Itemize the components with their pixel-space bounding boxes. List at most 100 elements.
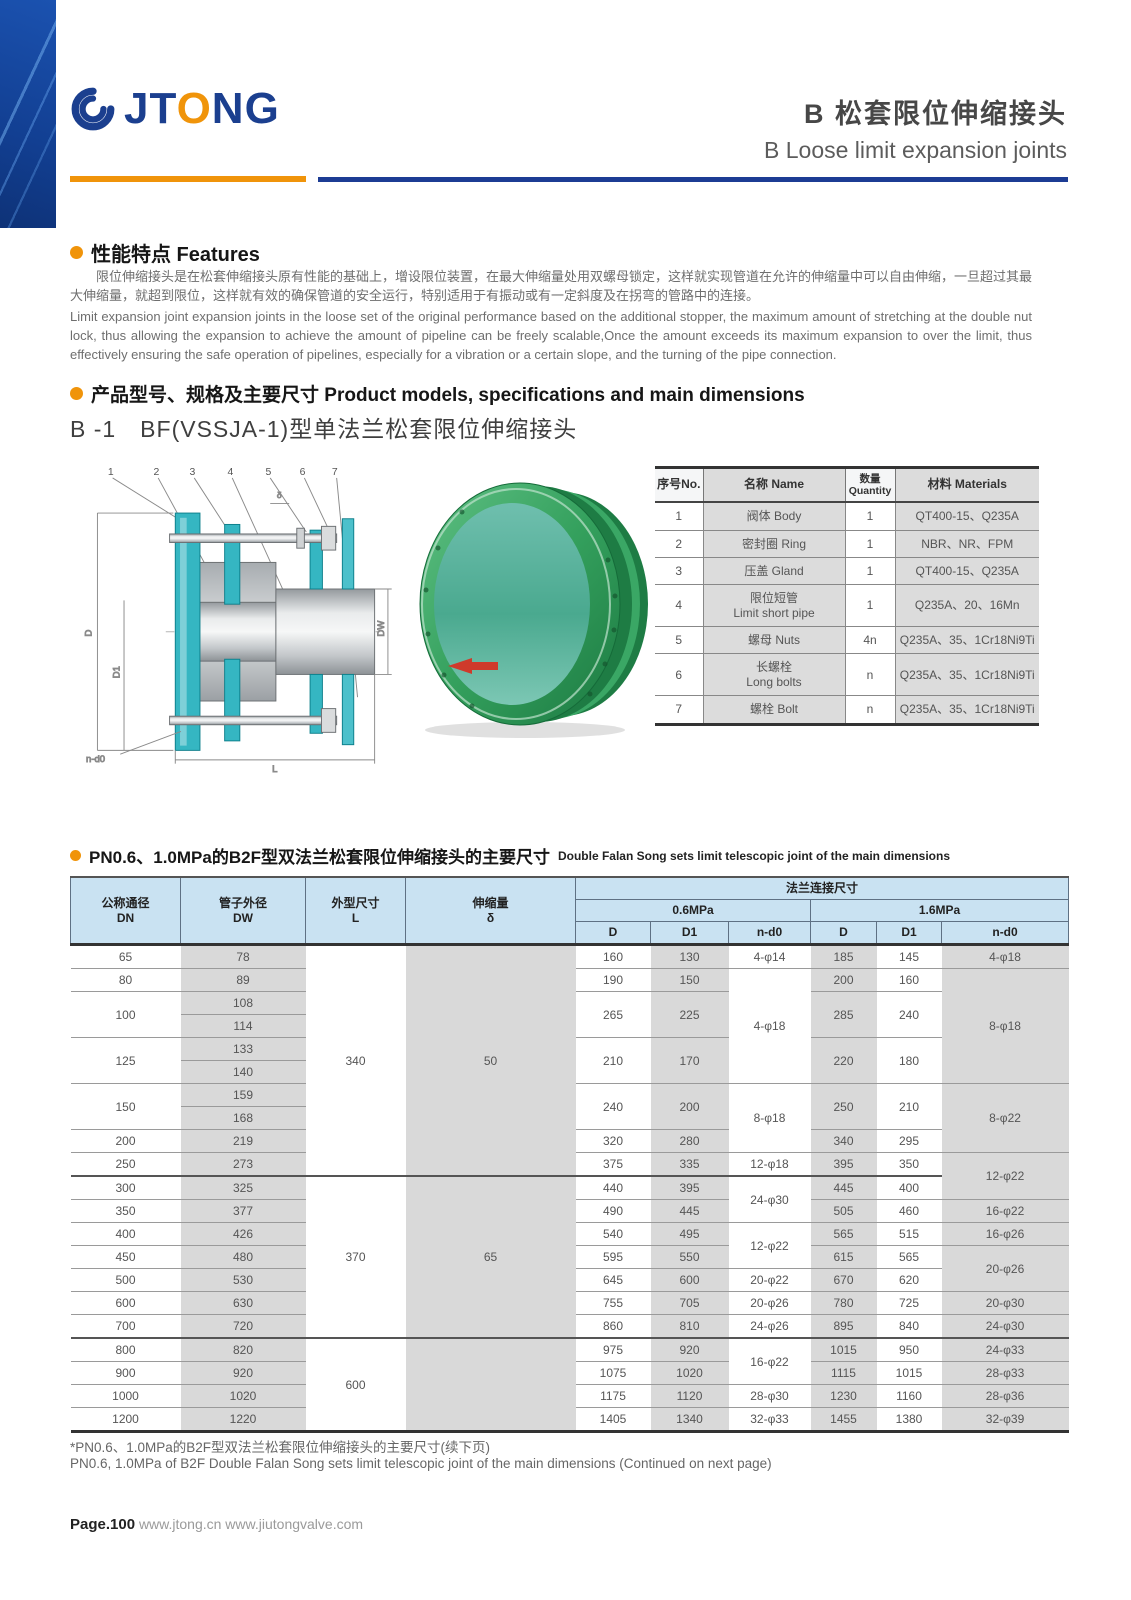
dim-cell: 1015 [876,1361,942,1385]
dim-cell: 24-φ30 [941,1314,1069,1339]
features-paragraph-en: Limit expansion joint expansion joints i… [70,309,1032,362]
parts-cell-name: 密封圈 Ring [702,529,846,558]
limit-plate-top [341,518,355,590]
dim-header-d16: D [810,921,877,945]
dim-cell: 32-φ39 [941,1407,1069,1432]
parts-cell-no: 6 [655,653,704,697]
callout-7: 7 [332,467,338,478]
page-number: Page.100 [70,1516,136,1533]
note-en: PN0.6, 1.0MPa of B2F Double Falan Song s… [70,1456,772,1471]
dim-cell: 705 [650,1291,729,1315]
dim-cell: 500 [70,1268,181,1292]
dim-cell: 295 [876,1129,942,1153]
dim-cell: 80 [70,968,181,992]
parts-cell-name: 阀体 Body [702,501,846,531]
parts-row: 5 螺母 Nuts 4n Q235A、35、1Cr18Ni9Ti [655,626,1039,655]
dim-cell: 810 [650,1314,729,1339]
models-heading: 产品型号、规格及主要尺寸 Product models, specificati… [70,380,805,407]
dim-cell: 460 [876,1199,942,1223]
dim-cell: 185 [810,944,877,969]
parts-cell-no: 5 [655,626,704,655]
callout-numbers: 1 2 3 4 5 6 7 [108,467,338,478]
dim-row: 500 530 645 600 20-φ22 670 620 [70,1268,1069,1292]
dim-cell: 1120 [650,1384,729,1408]
dim-cell: 325 [180,1175,306,1200]
dim-cell: 160 [876,968,942,992]
dim-cell: 370 [305,1175,406,1339]
dim-row: 1000 1020 1175 1120 28-φ30 1230 1160 28-φ36 [70,1384,1069,1408]
parts-cell-name: 螺栓 Bolt [702,695,846,725]
dim-cell: 12-φ22 [941,1152,1069,1200]
orange-divider [70,176,306,182]
body-flange [174,512,201,751]
dim-cell: 20-φ22 [728,1268,811,1292]
dim-header-flange: 法兰连接尺寸 [574,876,1070,900]
dim-cell: 490 [575,1199,651,1223]
dim-cell: 350 [70,1199,181,1223]
dim-row: 700 720 860 810 24-φ26 895 840 24-φ30 [70,1314,1069,1339]
limit-plate-bottom [341,673,355,746]
dim-cell: 4-φ18 [728,968,811,1084]
dim-cell: 8-φ22 [941,1083,1069,1153]
parts-cell-mat: Q235A、35、1Cr18Ni9Ti [894,695,1039,725]
joint-assembly [169,512,376,751]
dim-cell: 265 [575,991,651,1038]
dim-cell: 250 [810,1083,877,1130]
gland-bottom [224,658,241,742]
parts-cell-no: 4 [655,584,704,628]
dim-cell: 1175 [575,1384,651,1408]
brand-wordmark: JTONG [124,84,280,133]
dim-cell: 180 [876,1037,942,1084]
parts-cell-no: 2 [655,529,704,558]
parts-cell-mat: QT400-15、Q235A [894,556,1039,586]
dim-table-heading-en: Double Falan Song sets limit telescopic … [557,848,951,863]
dim-cell: 150 [70,1083,181,1130]
dim-cell: 140 [180,1060,306,1084]
dim-cell: 220 [810,1037,877,1084]
dim-cell: 375 [575,1152,651,1177]
parts-cell-no: 1 [655,501,704,531]
dim-cell: 210 [876,1083,942,1130]
parts-cell-qty: n [844,653,896,697]
callout-5: 5 [265,467,271,478]
dim-cell: 600 [650,1268,729,1292]
parts-cell-name: 压盖 Gland [702,556,846,586]
dim-row: 80 89 190 150 4-φ18 200 160 8-φ18 [70,968,1069,1084]
long-bolt-top [169,533,338,543]
dim-cell: 114 [180,1014,306,1038]
dim-cell: 1405 [575,1407,651,1432]
dim-cell: 780 [810,1291,877,1315]
dim-cell: 200 [650,1083,729,1130]
dim-row: 200 219 320 280 340 295 [70,1129,1069,1153]
dim-cell: 615 [810,1245,877,1269]
dim-cell: 16-φ22 [941,1199,1069,1223]
orange-bullet-icon [70,246,83,259]
dim-cell: 540 [575,1222,651,1246]
dim-cell: 440 [575,1175,651,1200]
dim-row: 800 820 600 975 920 16-φ22 1015 950 24-φ33 [70,1337,1069,1432]
dim-cell: 820 [180,1337,306,1362]
dim-cell: 395 [810,1152,877,1177]
inner-bore [434,503,590,705]
dim-header-dn: 公称通径 DN [70,876,181,945]
parts-table: 序号No. 名称 Name 数量 Quantity 材料 Materials 1… [655,466,1039,726]
dim-cell: 550 [650,1245,729,1269]
dim-cell: 755 [575,1291,651,1315]
dim-cell: 600 [70,1291,181,1315]
dim-label-D1: D1 [111,666,122,678]
dim-cell: 350 [876,1152,942,1177]
dim-cell: 895 [810,1314,877,1339]
dimension-lines: D D1 DW L n-d0 δ [83,489,392,776]
dim-cell: 28-φ36 [941,1384,1069,1408]
parts-cell-qty: 1 [844,556,896,586]
dim-cell: 65 [405,1175,576,1339]
flange-highlight [180,517,187,746]
dim-cell: 240 [876,991,942,1038]
parts-row: 1 阀体 Body 1 QT400-15、Q235A [655,501,1039,531]
dim-cell: 100 [70,991,181,1038]
parts-row: 4 限位短管 Limit short pipe 1 Q235A、20、16Mn [655,584,1039,628]
dim-cell: 1015 [810,1337,877,1362]
parts-cell-mat: Q235A、35、1Cr18Ni9Ti [894,626,1039,655]
dim-table-heading: PN0.6、1.0MPa的B2F型双法兰松套限位伸缩接头的主要尺寸 Double… [70,843,950,868]
